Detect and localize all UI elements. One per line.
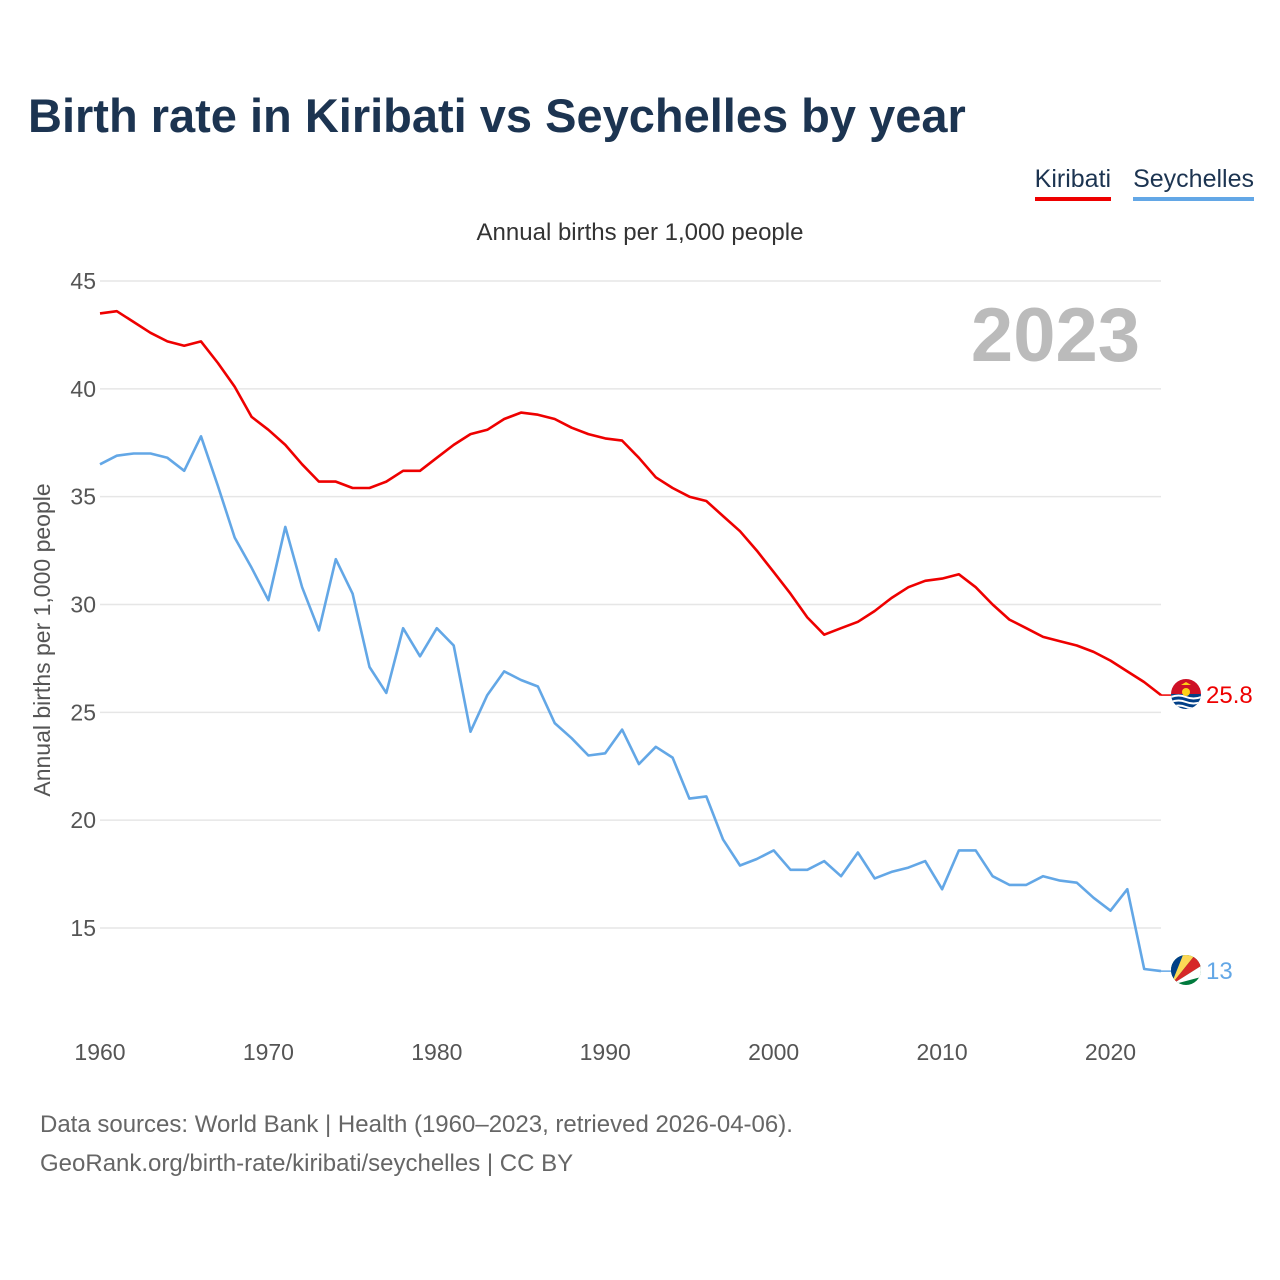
x-axis-ticks: 1960 1970 1980 1990 2000 2010 2020 [74, 1039, 1136, 1065]
x-tick-1990: 1990 [580, 1039, 631, 1065]
end-value-kiribati: 25.8 [1206, 682, 1253, 709]
kiribati-flag-icon [1171, 679, 1201, 709]
x-tick-1970: 1970 [243, 1039, 294, 1065]
highlight-year: 2023 [971, 293, 1140, 378]
series-line-seychelles [99, 434, 1162, 973]
y-tick-30: 30 [70, 592, 96, 618]
end-value-seychelles: 13 [1206, 958, 1233, 985]
seychelles-flag-icon [1171, 955, 1201, 985]
y-tick-40: 40 [70, 376, 96, 402]
y-axis-label: Annual births per 1,000 people [29, 483, 55, 796]
x-tick-1980: 1980 [411, 1039, 462, 1065]
source-line-1: Data sources: World Bank | Health (1960–… [40, 1111, 793, 1138]
y-tick-35: 35 [70, 484, 96, 510]
y-axis-ticks: 15 20 25 30 35 40 45 [70, 268, 96, 941]
chart-subtitle: Annual births per 1,000 people [477, 219, 804, 246]
x-tick-2000: 2000 [748, 1039, 799, 1065]
series-lines: 25.8 13 [99, 309, 1253, 985]
y-tick-15: 15 [70, 915, 96, 941]
y-tick-25: 25 [70, 699, 96, 725]
chart-legend: Kiribati Seychelles [1034, 165, 1254, 201]
legend-item-kiribati[interactable]: Kiribati [1034, 165, 1112, 201]
series-line-kiribati [99, 309, 1162, 697]
x-tick-1960: 1960 [74, 1039, 125, 1065]
x-tick-2020: 2020 [1085, 1039, 1136, 1065]
gridlines [100, 280, 1161, 929]
data-source-note: Data sources: World Bank | Health (1960–… [40, 1105, 793, 1183]
chart-title: Birth rate in Kiribati vs Seychelles by … [28, 89, 966, 142]
y-tick-45: 45 [70, 268, 96, 294]
x-tick-2010: 2010 [916, 1039, 967, 1065]
line-chart: Annual births per 1,000 people Annual bi… [29, 219, 1253, 1065]
source-line-2: GeoRank.org/birth-rate/kiribati/seychell… [40, 1150, 574, 1177]
y-tick-20: 20 [70, 807, 96, 833]
legend-item-seychelles[interactable]: Seychelles [1133, 165, 1254, 201]
